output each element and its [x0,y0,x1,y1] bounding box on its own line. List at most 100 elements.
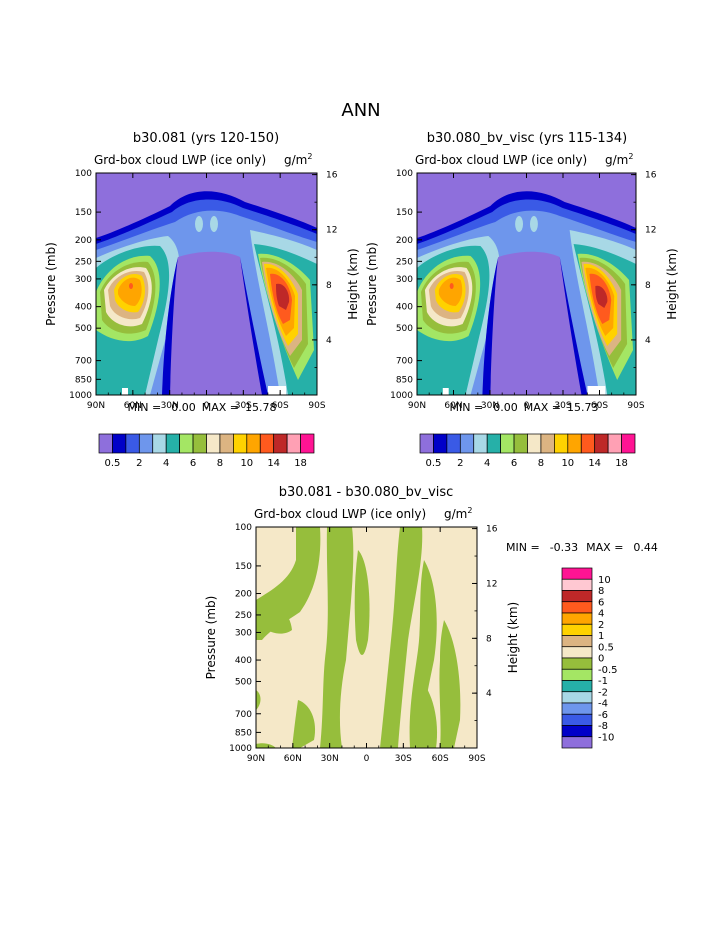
colorbar-swatch [561,702,593,715]
colorbar-swatch [273,433,288,454]
panel-c-axes: 90N 60N 30N 0 30S 60S 90S 100 150 200 250 300 400 500… [204,523,520,764]
y-tick-label: 100 [235,523,252,533]
colorbar-label: 8 [538,458,544,469]
colorbar-swatch [561,578,593,591]
colorbar-swatch [165,433,180,454]
panel-a-axes: 90N 60N 30N 0 30S 60S 90S 100 150 200 250 300 400 500… [44,169,360,411]
y-tick-label: 700 [235,710,252,720]
colorbar-label: 2 [598,620,604,631]
colorbar-swatch [259,433,275,454]
y-tick-label: 150 [396,208,413,218]
colorbar-swatch [500,433,515,454]
colorbar-label: 6 [511,458,517,469]
x-tick-label: 30N [161,401,179,411]
colorbar-label: 18 [294,458,307,469]
y-tick-label: 700 [396,357,413,367]
y-tick-label: 250 [75,257,92,267]
colorbar-swatch [125,433,140,454]
colorbar-swatch [513,433,528,454]
panel-b-stats: MIN = 0.00 MAX = 15.73 [450,401,599,414]
panel-a-subtitle: Grd-box cloud LWP (ice only) [94,153,266,167]
colorbar-swatch [561,601,593,614]
colorbar-label: -6 [598,710,608,721]
colorbar-swatch [473,433,488,454]
colorbar-swatch [112,433,127,454]
panel-a-units: g/m2 [284,152,312,167]
colorbar-swatch [419,433,434,454]
height-tick-label: 12 [486,579,497,589]
colorbar-swatch [561,612,593,625]
y-tick-label: 850 [396,375,413,385]
colorbar-label: -2 [598,687,608,698]
x-tick-label: 90S [627,401,644,411]
colorbar-label: 0.5 [104,458,120,469]
y-tick-label: 200 [396,236,413,246]
colorbar-label: 18 [615,458,628,469]
x-tick-label: 0 [364,754,370,764]
y-tick-label: 250 [235,611,252,621]
height-tick-label: 16 [645,171,657,181]
x-tick-label: 90S [308,401,325,411]
colorbar-label: -1 [598,676,608,687]
x-tick-label: 30N [321,754,339,764]
colorbar-swatch [446,433,461,454]
y-tick-label: 500 [235,677,252,687]
colorbar-swatch [594,433,609,454]
colorbar-label: 4 [484,458,490,469]
y-tick-label: 250 [396,257,413,267]
colorbar-swatch [98,433,113,454]
colorbar-label: 10 [598,575,611,586]
colorbar-swatch [561,691,593,704]
colorbar-swatch [486,433,501,454]
colorbar-label: -8 [598,721,608,732]
height-tick-label: 8 [645,281,651,291]
colorbar-swatch [554,433,569,454]
colorbar-label: -10 [598,732,614,743]
panel-a-title: b30.081 (yrs 120-150) [133,131,279,146]
y-tick-label: 1000 [390,391,413,401]
y-tick-label: 700 [75,357,92,367]
height-axis-label: Height (km) [506,602,520,673]
colorbar-swatch [561,680,593,693]
colorbar-swatch [561,725,593,738]
x-tick-label: 90N [87,401,105,411]
panel-c-units: g/m2 [444,506,472,521]
colorbar-label: 10 [561,458,574,469]
colorbar-label: 2 [136,458,142,469]
height-tick-label: 12 [326,226,337,236]
colorbar-label: 8 [217,458,223,469]
colorbar-swatch [561,657,593,670]
panel-b-subtitle: Grd-box cloud LWP (ice only) [415,153,587,167]
panel-c: b30.081 - b30.080_bv_visc Grd-box cloud … [204,485,658,764]
colorbar-label: -4 [598,699,608,710]
y-tick-label: 400 [396,303,413,313]
height-tick-label: 4 [326,336,332,346]
panel-c-stats: MIN = -0.33 MAX = 0.44 [506,541,658,554]
colorbar-swatch [219,433,234,454]
panel-b-title: b30.080_bv_visc (yrs 115-134) [427,131,627,146]
panel-b-units: g/m2 [605,152,633,167]
height-tick-label: 8 [486,634,492,644]
colorbar-label: 0 [598,654,604,665]
x-tick-label: 0 [204,401,210,411]
x-tick-label: 60S [272,401,289,411]
x-tick-label: 60S [591,401,608,411]
colorbar-swatch [540,433,555,454]
colorbar-label: -0.5 [598,665,618,676]
height-tick-label: 16 [486,525,498,535]
colorbar-label: 14 [267,458,280,469]
colorbar-swatch [621,433,636,454]
x-tick-label: 90N [247,754,265,764]
colorbar-swatch [561,713,593,726]
y-tick-label: 400 [75,303,92,313]
colorbar-label: 4 [598,609,604,620]
y-tick-label: 200 [235,590,252,600]
x-tick-label: 0 [524,401,530,411]
colorbar-swatch [138,433,154,454]
panel-a-plot-area [96,173,317,395]
colorbar-label: 8 [598,586,604,597]
colorbar-swatch [233,433,248,454]
x-tick-label: 30S [395,754,412,764]
